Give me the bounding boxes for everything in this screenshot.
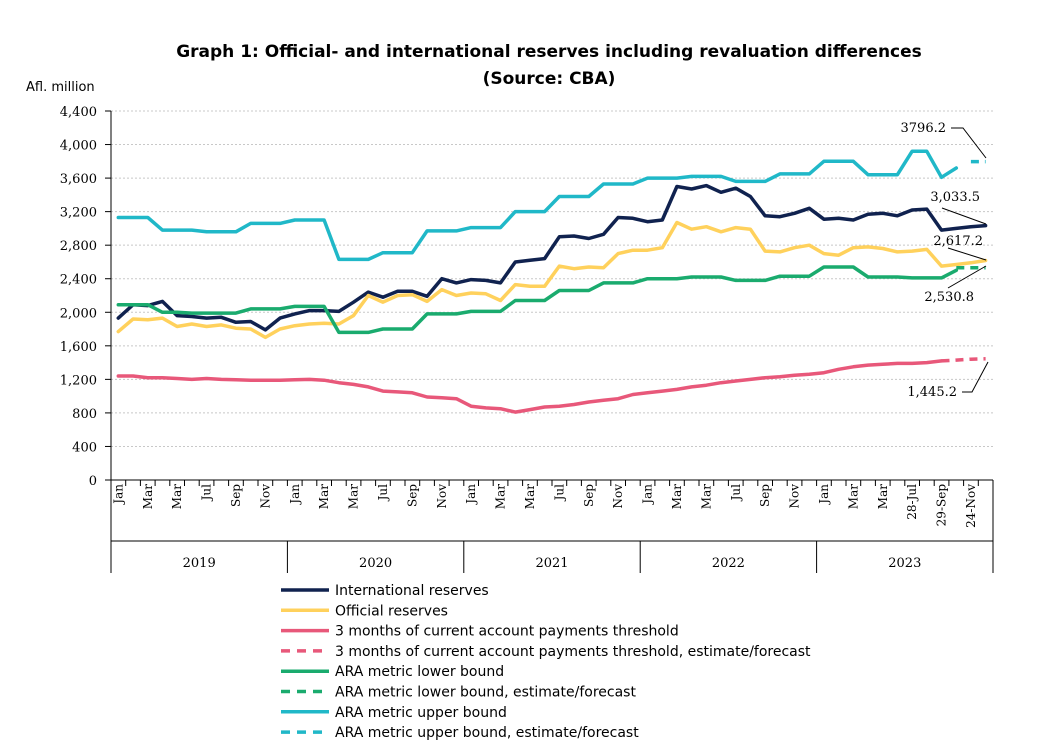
x-tick-label: 29-Sep — [935, 484, 949, 527]
y-tick-label: 1,200 — [60, 373, 97, 388]
x-tick-label: Nov — [435, 484, 449, 509]
chart-subtitle: (Source: CBA) — [483, 69, 616, 89]
x-tick-label: Sep — [582, 484, 596, 507]
y-tick-label: 1,600 — [60, 340, 97, 355]
x-tick-label: 24-Nov — [964, 484, 978, 528]
x-tick-label: Mar — [141, 484, 155, 509]
y-tick-label: 4,400 — [60, 105, 97, 120]
value-annotation: 1,445.2 — [907, 385, 957, 400]
series-line — [941, 357, 986, 363]
value-annotation: 3,033.5 — [930, 190, 980, 205]
x-axis: 2019 2020 2021 2022 2023 Jan Mar Mar Jul Sep Nov Ja… — [110, 479, 994, 573]
series-lines — [116, 149, 988, 414]
x-tick-label: Mar — [846, 484, 860, 509]
y-tick-label: 2,800 — [60, 239, 97, 254]
x-tick-label: Jul — [200, 484, 214, 503]
y-tick-label: 800 — [72, 407, 97, 422]
legend-label: Official reserves — [335, 603, 448, 619]
legend-label: ARA metric lower bound — [335, 664, 504, 680]
series-line — [116, 183, 988, 332]
value-annotation: 2,530.8 — [924, 290, 974, 305]
year-label: 2020 — [359, 556, 392, 571]
x-tick-label: Sep — [229, 484, 243, 507]
x-tick-label: Jul — [552, 484, 566, 503]
legend-label: ARA metric lower bound, estimate/forecas… — [335, 685, 636, 701]
annotation-leader-line — [941, 207, 987, 225]
x-tick-label: Jan — [464, 484, 478, 506]
x-tick-label: Jan — [288, 484, 302, 506]
x-tick-label: Jul — [729, 484, 743, 503]
legend-label: International reserves — [335, 583, 489, 599]
x-tick-label: Jan — [641, 484, 655, 506]
x-tick-label: Sep — [758, 484, 772, 507]
x-tick-label: Jul — [376, 484, 390, 503]
y-tick-label: 3,200 — [60, 206, 97, 221]
annotation-leader-line — [947, 265, 987, 289]
x-tick-label: Nov — [788, 484, 802, 509]
x-tick-label: Mar — [170, 484, 184, 509]
year-label: 2021 — [535, 556, 568, 571]
y-tick-label: 2,400 — [60, 273, 97, 288]
y-tick-label: 0 — [89, 474, 97, 489]
year-label: 2023 — [888, 556, 921, 571]
year-label: 2019 — [183, 556, 216, 571]
annotation-leader-line — [947, 247, 987, 261]
annotation-leader-line — [951, 127, 987, 159]
y-axis-unit-label: Afl. million — [26, 80, 95, 95]
legend-label: ARA metric upper bound, estimate/forecas… — [335, 725, 639, 741]
y-axis-ticks: 0 400 800 1,200 1,600 2,000 2,400 2,800 3,200 3,6… — [60, 105, 112, 489]
legend: International reserves Official reserves 3… — [281, 583, 811, 741]
series-line — [116, 265, 959, 335]
x-tick-label: Mar — [876, 484, 890, 509]
legend-label: ARA metric upper bound — [335, 705, 507, 721]
x-tick-label: Mar — [317, 484, 331, 509]
x-tick-label: Nov — [258, 484, 272, 509]
x-tick-label: Sep — [405, 484, 419, 507]
y-tick-label: 4,000 — [60, 139, 97, 154]
series-line — [116, 220, 988, 340]
y-tick-label: 400 — [72, 440, 97, 455]
end-value-annotations: 3796.2 3,033.5 2,617.2 2,530.8 1,445.2 — [901, 121, 989, 400]
x-tick-label: Mar — [494, 484, 508, 509]
x-tick-label: Mar — [347, 484, 361, 509]
x-tick-label: 28-Jul — [905, 484, 919, 520]
legend-label: 3 months of current account payments thr… — [335, 624, 679, 640]
annotation-leader-line — [962, 361, 989, 393]
x-tick-label: Mar — [523, 484, 537, 509]
value-annotation: 3796.2 — [901, 121, 947, 136]
chart-title: Graph 1: Official- and international res… — [176, 42, 922, 62]
y-tick-label: 2,000 — [60, 306, 97, 321]
x-tick-label: Mar — [670, 484, 684, 509]
series-line — [116, 149, 959, 262]
x-tick-label: Mar — [699, 484, 713, 509]
y-tick-label: 3,600 — [60, 172, 97, 187]
x-tick-label: Nov — [611, 484, 625, 509]
year-label: 2022 — [712, 556, 745, 571]
legend-label: 3 months of current account payments thr… — [335, 644, 811, 660]
value-annotation: 2,617.2 — [933, 234, 983, 249]
series-line — [116, 359, 944, 414]
x-tick-label: Jan — [817, 484, 831, 506]
x-tick-label: Jan — [111, 484, 125, 506]
